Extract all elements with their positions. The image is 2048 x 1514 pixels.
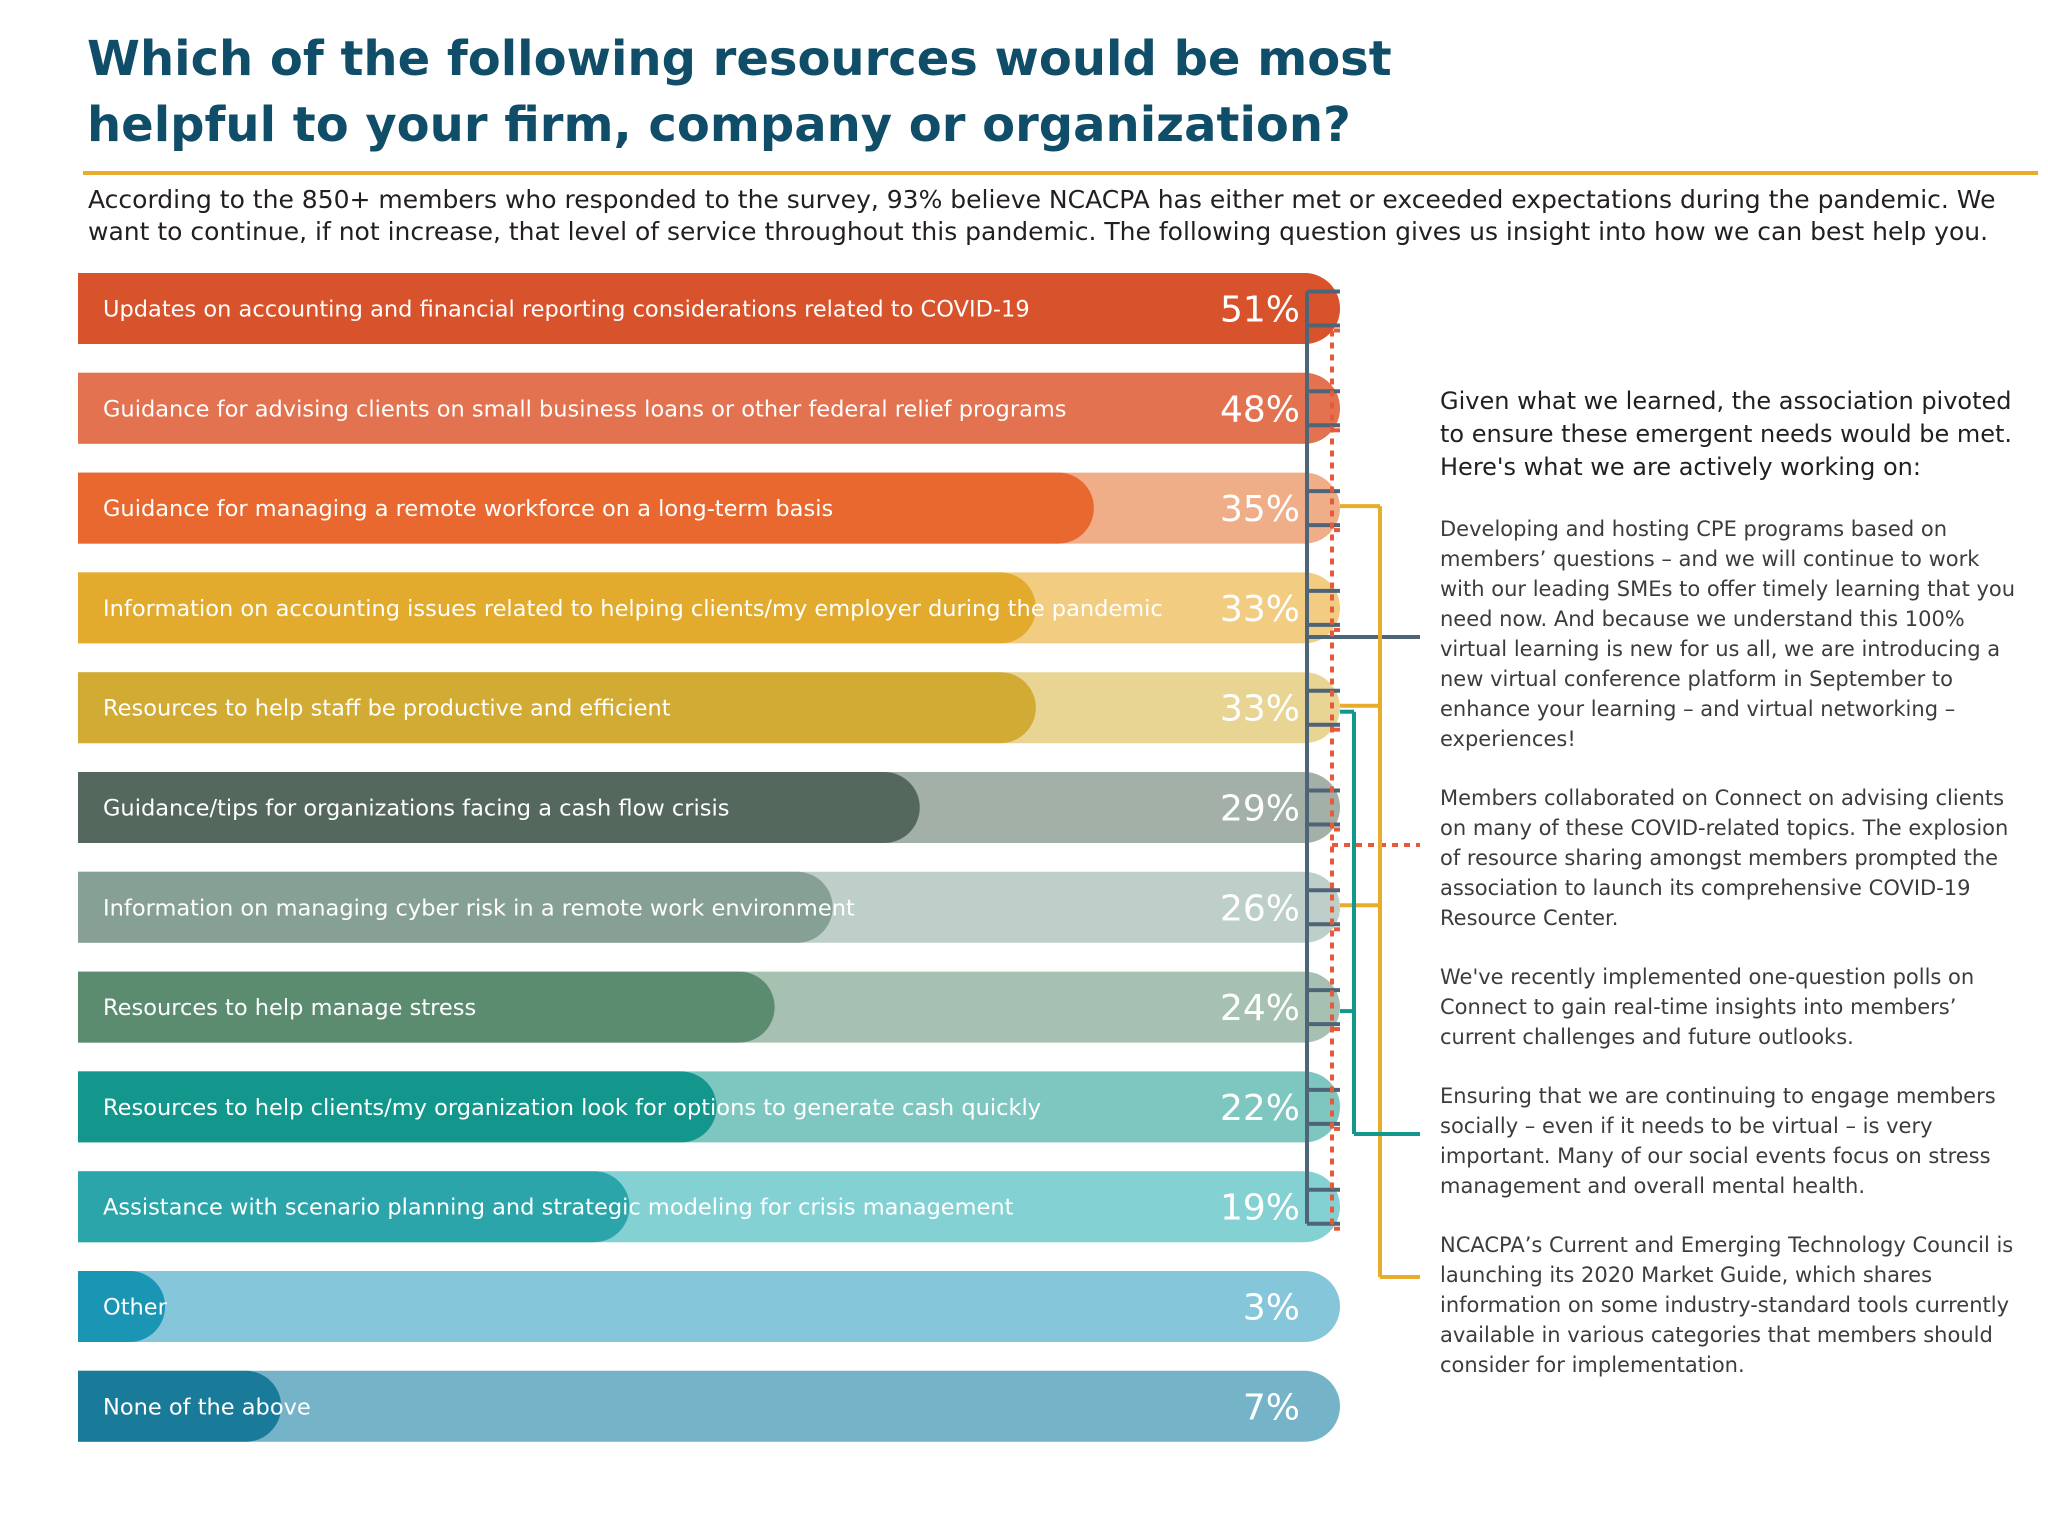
sidebar-item-social: Ensuring that we are continuing to engag… [1440,1084,1996,1198]
bar-value-label: 33% [1220,589,1300,630]
bar [78,273,1340,344]
sidebar-panel: Given what we learned, the association p… [1440,385,2028,1409]
bar [78,1171,630,1243]
bar-value-label: 51% [1220,290,1300,331]
bar-category-label: Guidance/tips for organizations facing a… [103,796,729,822]
bar [78,1370,282,1442]
bar-category-label: Guidance for advising clients on small b… [103,396,1067,422]
bar-category-label: Other [103,1295,168,1321]
bar [78,871,833,943]
bar-value-label: 48% [1220,389,1300,430]
bar-track [78,1370,1340,1442]
bar-track [78,1271,1340,1342]
bar-value-label: 26% [1220,888,1300,929]
bar-category-label: Information on accounting issues related… [103,596,1163,622]
bar [78,772,920,843]
bar-value-label: 22% [1220,1088,1300,1129]
bar-value-label: 7% [1243,1387,1300,1428]
sidebar-item-connect: Members collaborated on Connect on advis… [1440,786,2009,930]
bar-value-label: 35% [1220,489,1300,530]
bar-category-label: Resources to help staff be productive an… [103,696,671,722]
bar-category-label: None of the above [103,1394,311,1420]
bar [78,1271,166,1342]
bar-category-label: Information on managing cyber risk in a … [103,895,855,921]
bar-value-label: 19% [1220,1188,1300,1229]
sidebar-item-cpe: Developing and hosting CPE programs base… [1440,517,2016,751]
bar [78,1071,717,1143]
bar-category-label: Assistance with scenario planning and st… [103,1195,1014,1221]
intro-paragraph: According to the 850+ members who respon… [88,185,1996,246]
sidebar-item-tech-council: NCACPA’s Current and Emerging Technology… [1440,1233,2014,1377]
bar [78,672,1036,744]
bar-value-label: 29% [1220,789,1300,830]
bar [78,971,775,1043]
bar-value-label: 24% [1220,988,1300,1029]
bar [78,372,1340,444]
bar-category-label: Guidance for managing a remote workforce… [103,496,833,522]
bar [78,472,1094,544]
bar-category-label: Updates on accounting and financial repo… [103,297,1030,323]
header-divider [83,171,2038,175]
bar-category-label: Resources to help clients/my organizatio… [103,1095,1041,1121]
sidebar-heading: Given what we learned, the association p… [1440,387,2013,481]
bar-category-label: Resources to help manage stress [103,995,476,1021]
bar-value-label: 33% [1220,689,1300,730]
sidebar-item-polls: We've recently implemented one-question … [1440,965,1975,1049]
page-title: Which of the following resources would b… [87,31,1392,153]
bar-value-label: 3% [1243,1288,1300,1329]
bar [78,572,1036,644]
